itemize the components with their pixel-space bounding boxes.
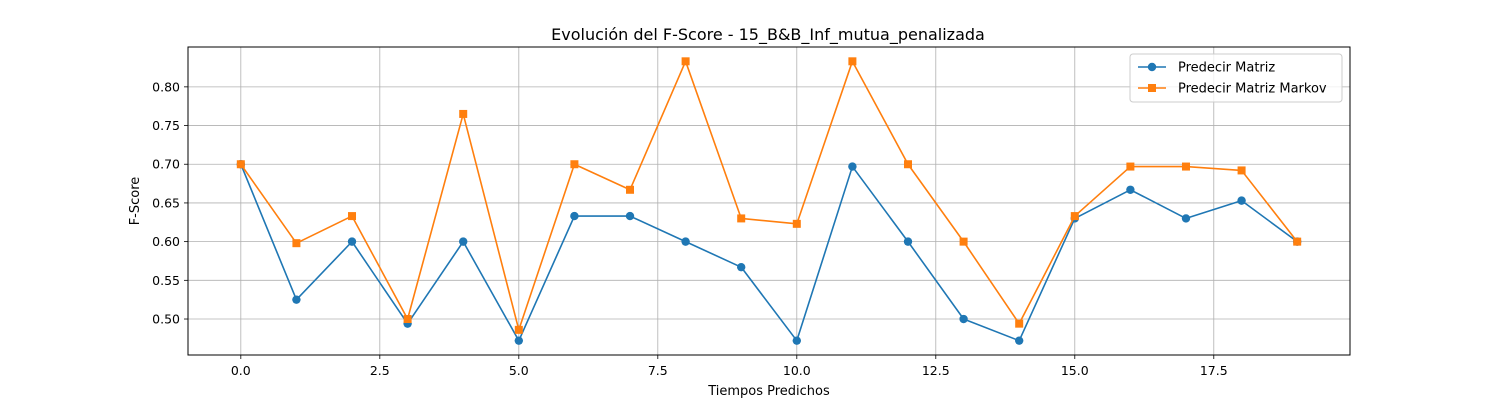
data-point [459, 109, 468, 118]
data-point [1126, 162, 1135, 171]
data-point [1293, 237, 1302, 246]
legend-item: Predecir Matriz Markov [1138, 82, 1327, 97]
data-point [1237, 196, 1246, 205]
y-tick-label: 0.60 [152, 234, 180, 249]
x-axis: 0.0 2.5 5.0 7.5 10.0 12.5 15.0 17.5 [231, 355, 1228, 378]
data-point [348, 212, 357, 221]
data-point [848, 57, 857, 66]
data-point [1070, 212, 1079, 221]
data-point [459, 237, 468, 246]
legend-label: Predecir Matriz Markov [1178, 82, 1327, 97]
data-point [1181, 214, 1191, 223]
series-line-predecir-matriz-markov [240, 60, 1298, 331]
y-axis: 0.50 0.55 0.60 0.65 0.70 0.75 0.80 [152, 79, 188, 327]
y-tick-label: 0.75 [152, 118, 180, 133]
data-point [1014, 336, 1024, 345]
legend-label: Predecir Matriz [1178, 61, 1275, 76]
x-tick-label: 5.0 [509, 363, 529, 378]
data-point [570, 160, 579, 169]
data-point [959, 314, 968, 324]
data-point [236, 160, 245, 169]
data-point [626, 185, 635, 194]
data-point [292, 239, 301, 248]
y-tick-label: 0.80 [152, 79, 180, 94]
plot-frame [187, 46, 1351, 356]
legend-box [1129, 53, 1343, 103]
x-tick-label: 2.5 [370, 363, 390, 378]
legend-marker [1147, 62, 1157, 72]
data-point [570, 211, 579, 221]
data-point [514, 336, 524, 345]
data-point [625, 211, 635, 221]
x-axis-label: Tiempos Predichos [707, 384, 830, 399]
data-point [792, 219, 801, 228]
chart-title: Evolución del F-Score - 15_B&B_Inf_mutua… [551, 25, 985, 45]
series-predecir-matriz-markov [236, 57, 1302, 334]
series-layer [236, 57, 1302, 345]
legend-item: Predecir Matriz [1138, 61, 1275, 76]
y-tick-label: 0.55 [152, 273, 180, 288]
data-point [514, 325, 523, 334]
y-tick-label: 0.50 [152, 312, 180, 327]
data-point [737, 214, 746, 223]
data-point [292, 295, 301, 304]
x-tick-label: 10.0 [783, 363, 811, 378]
data-point [681, 57, 690, 66]
data-point [1181, 162, 1190, 171]
x-tick-label: 15.0 [1061, 363, 1089, 378]
data-point [347, 237, 357, 246]
y-tick-label: 0.70 [152, 157, 180, 172]
data-point [1237, 166, 1246, 175]
legend-marker [1148, 84, 1156, 92]
data-point [792, 336, 801, 345]
y-tick-label: 0.65 [152, 195, 180, 210]
data-point [903, 160, 912, 169]
series-line-predecir-matriz [240, 163, 1298, 342]
data-point [1126, 185, 1135, 194]
data-point [1015, 319, 1024, 328]
y-axis-label: F-Score [128, 177, 143, 226]
data-point [903, 237, 913, 246]
x-tick-label: 0.0 [231, 363, 251, 378]
legend: Predecir Matriz Predecir Matriz Markov [1129, 53, 1343, 103]
data-point [681, 237, 690, 246]
series-predecir-matriz [236, 160, 1302, 345]
data-point [848, 162, 857, 171]
data-point [403, 315, 412, 324]
x-tick-label: 12.5 [922, 363, 950, 378]
data-point [737, 262, 746, 272]
grid [188, 47, 1350, 355]
x-tick-label: 7.5 [648, 363, 668, 378]
data-point [959, 237, 968, 246]
x-tick-label: 17.5 [1200, 363, 1228, 378]
